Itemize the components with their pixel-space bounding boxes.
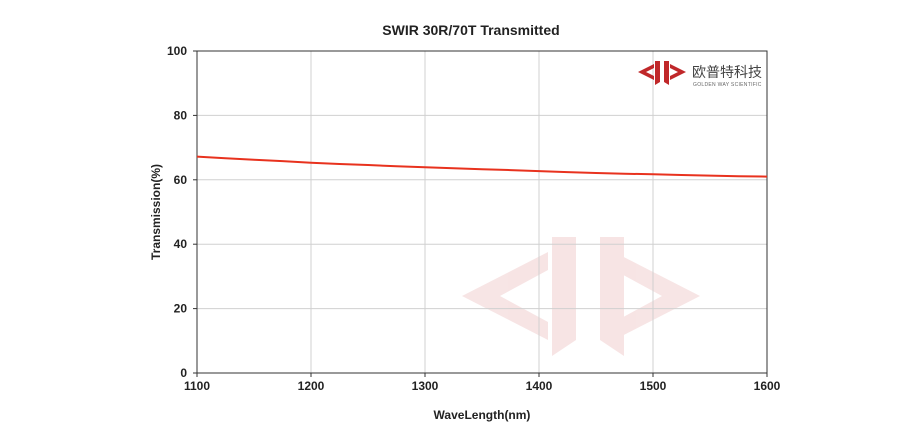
- brand-logo-icon: [638, 61, 686, 85]
- brand-logo-en: GOLDEN WAY SCIENTIFIC: [693, 82, 762, 88]
- plot-area: [197, 51, 767, 373]
- x-tick-label: 1100: [184, 379, 210, 393]
- y-tick-label: 20: [174, 302, 188, 316]
- watermark-logo: [462, 237, 700, 356]
- chart-title: SWIR 30R/70T Transmitted: [382, 22, 559, 38]
- y-tick-label: 60: [174, 173, 188, 187]
- y-tick-label: 0: [180, 366, 187, 380]
- series-line: [196, 155, 768, 178]
- y-tick-label: 100: [167, 44, 187, 58]
- x-axis-label: WaveLength(nm): [434, 408, 531, 422]
- plot-border: [196, 50, 768, 374]
- brand-logo: 欧普特科技 GOLDEN WAY SCIENTIFIC: [638, 61, 762, 88]
- x-tick-label: 1600: [754, 379, 781, 393]
- y-axis-label: Transmission(%): [149, 164, 163, 260]
- x-tick-label: 1300: [412, 379, 439, 393]
- brand-logo-cn: 欧普特科技: [692, 64, 762, 80]
- y-tick-label: 40: [174, 237, 188, 251]
- series-layer: [196, 155, 768, 178]
- ticks: 1100 1200 1300 1400 1500 1600 0 20 40 60 80 100: [167, 44, 781, 393]
- y-tick-label: 80: [174, 108, 188, 122]
- x-tick-label: 1200: [298, 379, 325, 393]
- x-tick-label: 1400: [526, 379, 553, 393]
- x-tick-label: 1500: [640, 379, 667, 393]
